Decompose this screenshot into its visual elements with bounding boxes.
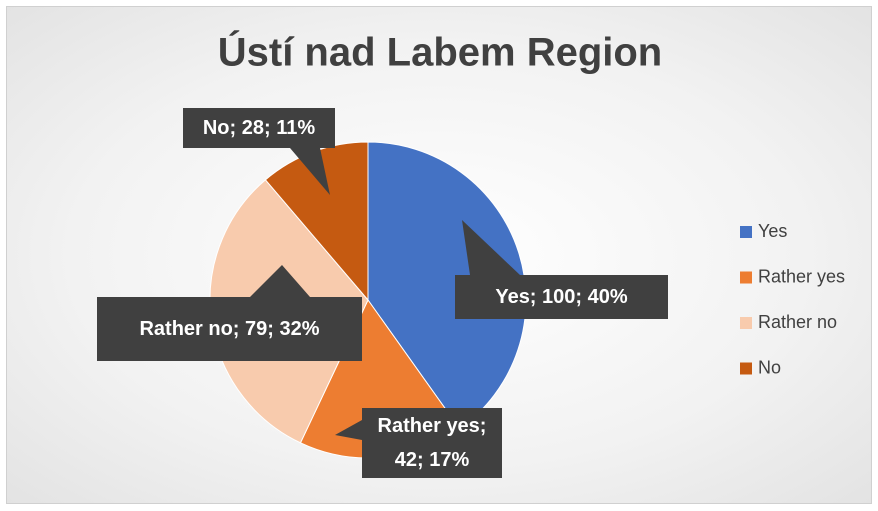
callout-pointer	[290, 148, 330, 195]
legend-label: No	[758, 357, 781, 377]
legend-swatch	[740, 271, 752, 284]
legend-label: Rather yes	[758, 266, 845, 286]
data-label: No; 28; 11%	[183, 108, 335, 148]
data-label: Rather no; 79; 32%	[97, 297, 362, 361]
legend-label: Yes	[758, 221, 787, 241]
pie-slice	[367, 141, 527, 430]
legend-swatch	[740, 226, 752, 238]
callout-pointer	[462, 220, 520, 275]
callout-pointer	[250, 265, 310, 297]
data-label: Yes; 100; 40%	[455, 275, 668, 319]
callout-pointer	[335, 420, 362, 440]
legend-swatch	[740, 362, 752, 375]
legend-swatch	[740, 317, 752, 329]
chart-title: Ústí nad Labem Region	[218, 29, 663, 75]
data-label: Rather yes; 42; 17%	[362, 408, 502, 478]
legend-label: Rather no	[758, 312, 837, 332]
